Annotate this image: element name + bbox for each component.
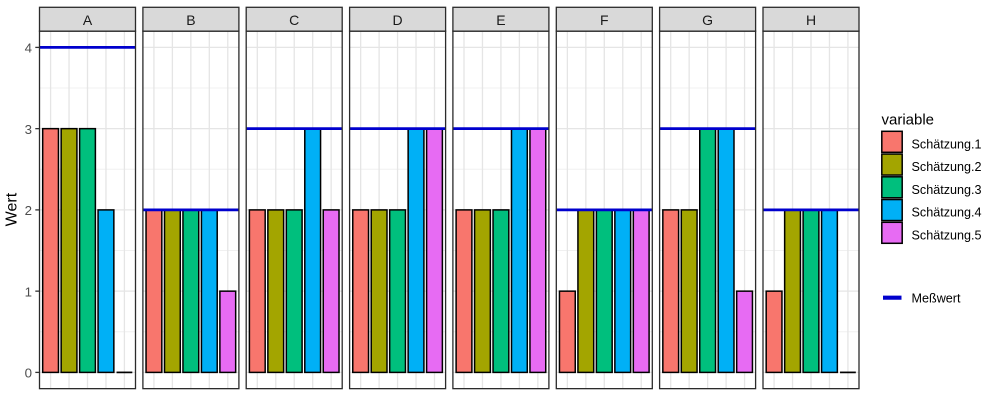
svg-text:D: D xyxy=(393,12,403,28)
svg-text:Schätzung.2: Schätzung.2 xyxy=(912,160,982,174)
svg-text:G: G xyxy=(702,12,713,28)
svg-text:A: A xyxy=(83,12,93,28)
svg-text:0: 0 xyxy=(25,366,32,381)
svg-text:Schätzung.4: Schätzung.4 xyxy=(912,206,982,220)
svg-text:Schätzung.5: Schätzung.5 xyxy=(912,228,982,242)
svg-text:1: 1 xyxy=(25,284,32,299)
svg-text:2: 2 xyxy=(25,203,32,218)
svg-text:Schätzung.3: Schätzung.3 xyxy=(912,183,982,197)
svg-text:F: F xyxy=(600,12,609,28)
svg-text:4: 4 xyxy=(25,41,32,56)
svg-text:variable: variable xyxy=(882,112,935,129)
svg-text:Wert: Wert xyxy=(4,192,21,226)
svg-text:Meßwert: Meßwert xyxy=(912,292,961,306)
svg-text:C: C xyxy=(289,12,299,28)
svg-text:3: 3 xyxy=(25,122,32,137)
svg-text:H: H xyxy=(806,12,816,28)
svg-text:Schätzung.1: Schätzung.1 xyxy=(912,137,982,151)
svg-text:E: E xyxy=(496,12,505,28)
svg-text:B: B xyxy=(186,12,195,28)
